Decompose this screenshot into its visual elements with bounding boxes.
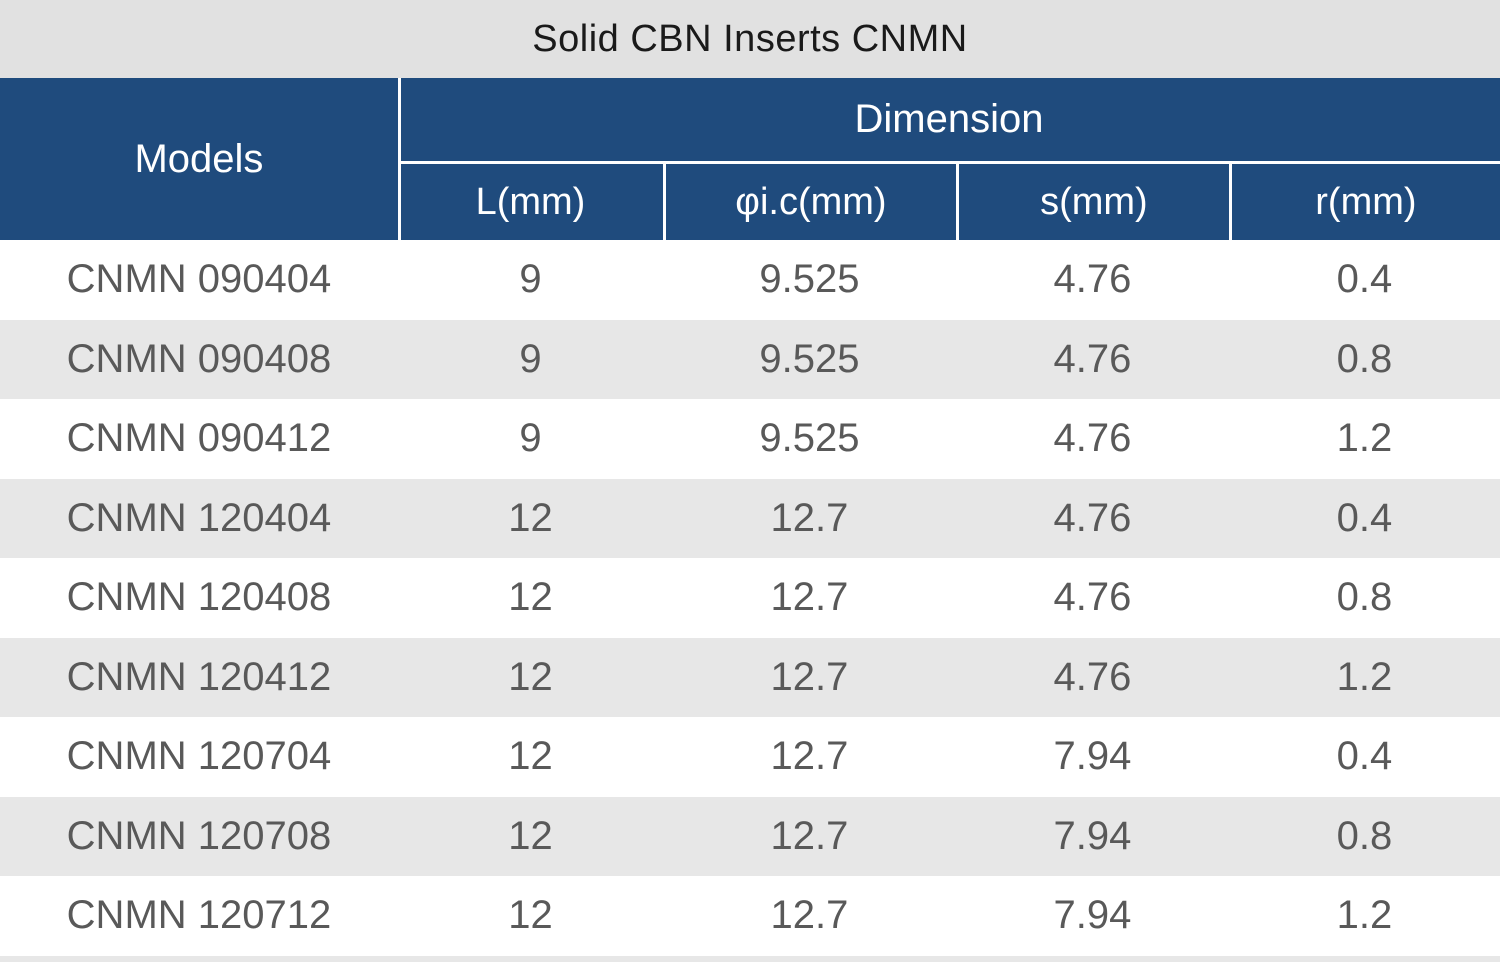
value-cell: 12.7 <box>770 734 849 779</box>
header-horizontal-divider <box>397 161 1500 164</box>
value-cell: 0.8 <box>1336 813 1393 858</box>
dimension-subheader-row: L(mm) φi.c(mm) s(mm) r(mm) <box>398 164 1500 240</box>
column-header-3: r(mm) <box>1228 164 1500 240</box>
value-cell: 7.94 <box>1053 893 1132 938</box>
model-cell: CNMN 120704 <box>66 734 332 779</box>
value-cell: 4.76 <box>1053 495 1132 540</box>
value-cell: 9 <box>519 257 542 302</box>
value-cell: 12 <box>508 813 553 858</box>
model-cell: CNMN 090408 <box>66 336 332 381</box>
value-cell: 9.525 <box>759 257 860 302</box>
value-cell: 9 <box>519 336 542 381</box>
table-row: CNMN 120712 12 12.7 7.94 1.2 <box>0 876 1500 956</box>
value-cell: 1.2 <box>1336 416 1393 461</box>
value-cell: 4.76 <box>1053 416 1132 461</box>
value-cell: 12 <box>508 575 553 620</box>
table-row: CNMN 090412 9 9.525 4.76 1.2 <box>0 399 1500 479</box>
model-cell: CNMN 120708 <box>66 813 332 858</box>
value-cell: 12.7 <box>770 893 849 938</box>
table-row: CNMN 120704 12 12.7 7.94 0.4 <box>0 717 1500 797</box>
models-column-header: Models <box>134 136 264 181</box>
value-cell: 9.525 <box>759 416 860 461</box>
value-cell: 1.2 <box>1336 654 1393 699</box>
value-cell: 4.76 <box>1053 257 1132 302</box>
value-cell: 9 <box>519 416 542 461</box>
column-header-2: s(mm) <box>955 164 1229 240</box>
column-header-0: L(mm) <box>475 180 586 223</box>
value-cell: 12 <box>508 734 553 779</box>
value-cell: 12 <box>508 495 553 540</box>
value-cell: 12.7 <box>770 654 849 699</box>
table-row: CNMN 090408 9 9.525 4.76 0.8 <box>0 319 1500 399</box>
model-cell: CNMN 120412 <box>66 654 332 699</box>
value-cell: 0.8 <box>1336 336 1393 381</box>
model-cell: CNMN 090412 <box>66 416 332 461</box>
value-cell: 12.7 <box>770 495 849 540</box>
value-cell: 12 <box>508 893 553 938</box>
value-cell: 0.4 <box>1336 257 1393 302</box>
value-cell: 1.2 <box>1336 893 1393 938</box>
value-cell: 4.76 <box>1053 336 1132 381</box>
dimension-group-header: Dimension <box>854 97 1044 141</box>
table-title: Solid CBN Inserts CNMN <box>0 0 1500 78</box>
table-body: CNMN 090404 9 9.525 4.76 0.4 CNMN 090408 9 9.52… <box>0 240 1500 962</box>
value-cell: 0.4 <box>1336 495 1393 540</box>
value-cell: 12.7 <box>770 813 849 858</box>
model-cell: CNMN 120404 <box>66 495 332 540</box>
model-cell: CNMN 120712 <box>66 893 332 938</box>
header-vertical-divider <box>397 78 401 240</box>
table-row: CNMN 120708 12 12.7 7.94 0.8 <box>0 796 1500 876</box>
table-row: CNMN 120412 12 12.7 4.76 1.2 <box>0 637 1500 717</box>
value-cell: 0.8 <box>1336 575 1393 620</box>
column-header-1: φi.c(mm) <box>662 164 956 240</box>
value-cell: 12 <box>508 654 553 699</box>
value-cell: 4.76 <box>1053 654 1132 699</box>
value-cell: 9.525 <box>759 336 860 381</box>
value-cell: 7.94 <box>1053 813 1132 858</box>
value-cell: 0.4 <box>1336 734 1393 779</box>
table-row: CNMN 120408 12 12.7 4.76 0.8 <box>0 558 1500 638</box>
table-header: Models Dimension L(mm) φi.c(mm) s(mm) r(mm) <box>0 78 1500 240</box>
value-cell: 12.7 <box>770 575 849 620</box>
value-cell: 7.94 <box>1053 734 1132 779</box>
model-cell: CNMN 090404 <box>66 257 332 302</box>
value-cell: 4.76 <box>1053 575 1132 620</box>
table-row: CNMN 090404 9 9.525 4.76 0.4 <box>0 240 1500 320</box>
table-row: CNMN 120404 12 12.7 4.76 0.4 <box>0 478 1500 558</box>
model-cell: CNMN 120408 <box>66 575 332 620</box>
